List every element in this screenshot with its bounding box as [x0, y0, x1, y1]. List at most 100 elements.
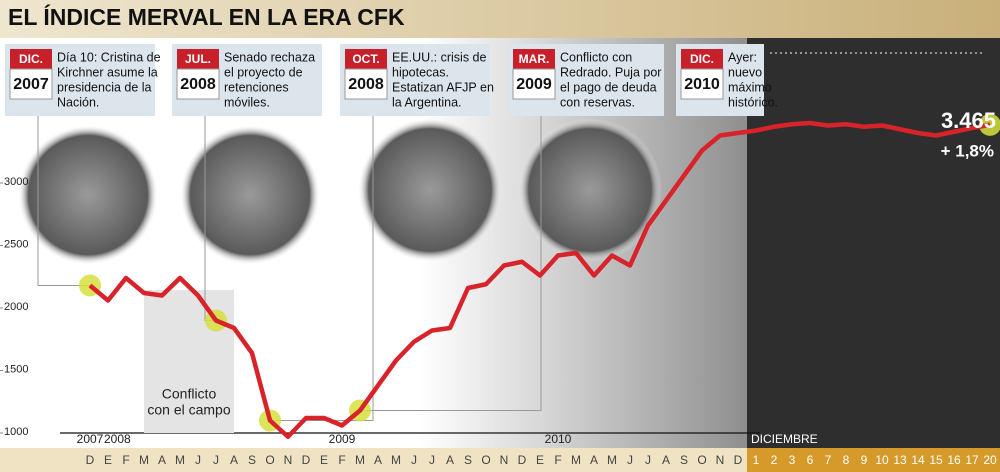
change-label: + 1,8% — [941, 141, 994, 160]
x-tick-label: F — [554, 453, 561, 467]
y-tick-label: 2000 — [4, 301, 28, 313]
calendar-top — [513, 49, 555, 69]
x-tick-label: 20 — [983, 453, 997, 467]
shaded-note: con el campo — [147, 402, 230, 418]
x-tick-label: A — [590, 453, 598, 467]
shaded-note: Conflicto — [162, 386, 217, 402]
annotation-text: EE.UU.: crisis de — [392, 50, 487, 64]
annotation-text: nuevo — [728, 65, 762, 79]
calendar-top — [10, 49, 52, 69]
x-tick-label: 16 — [947, 453, 961, 467]
annotation-text: Día 10: Cristina de — [57, 50, 161, 64]
x-tick-label: 3 — [789, 453, 796, 467]
photo — [358, 118, 502, 262]
calendar-month: DIC. — [690, 52, 714, 66]
calendar-top — [345, 49, 387, 69]
year-label: 2009 — [329, 432, 356, 446]
annotation-text: la Argentina. — [392, 95, 462, 109]
annotation-text: con reservas. — [560, 95, 635, 109]
x-tick-label: S — [680, 453, 688, 467]
x-tick-label: N — [500, 453, 509, 467]
year-label: 2007 — [77, 432, 104, 446]
x-tick-label: E — [320, 453, 328, 467]
x-tick-label: S — [464, 453, 472, 467]
x-tick-label: E — [536, 453, 544, 467]
series-line — [88, 120, 991, 439]
x-tick-label: J — [645, 453, 651, 467]
calendar-bottom — [344, 68, 388, 100]
calendar-month: DIC. — [19, 52, 43, 66]
annotation-text: Nación. — [57, 95, 99, 109]
calendar-top — [681, 49, 723, 69]
calendar-bottom — [680, 68, 724, 100]
x-tick-label: M — [139, 453, 149, 467]
calendar-month: MAR. — [519, 52, 550, 66]
value-label: 3.465 — [941, 108, 996, 133]
calendar-month: JUL. — [185, 52, 211, 66]
x-tick-label: 10 — [875, 453, 889, 467]
year-label: DICIEMBRE — [751, 432, 818, 446]
x-tick-label: J — [195, 453, 201, 467]
x-tick-label: E — [104, 453, 112, 467]
annotation-text: Kirchner asume la — [57, 65, 158, 79]
annotation-text: Conflicto con — [560, 50, 632, 64]
x-tick-label: A — [158, 453, 166, 467]
x-tick-label: O — [697, 453, 706, 467]
x-tick-label: J — [429, 453, 435, 467]
x-tick-label: N — [716, 453, 725, 467]
x-tick-label: 1 — [753, 453, 760, 467]
annotation-text: hipotecas. — [392, 65, 449, 79]
calendar-bottom — [9, 68, 53, 100]
x-tick-label: 8 — [843, 453, 850, 467]
x-tick-label: A — [662, 453, 670, 467]
annotation-text: Senado rechaza — [224, 50, 315, 64]
annotation-text: histórico. — [728, 95, 778, 109]
x-tick-label: 15 — [929, 453, 943, 467]
x-tick-label: D — [302, 453, 311, 467]
annotation-text: retenciones — [224, 80, 289, 94]
x-tick-label: D — [734, 453, 743, 467]
photo — [518, 118, 662, 262]
x-tick-label: 17 — [965, 453, 979, 467]
y-tick-label: 1500 — [4, 363, 28, 375]
x-tick-label: M — [571, 453, 581, 467]
calendar-year: 2008 — [348, 76, 384, 93]
x-tick-label: F — [338, 453, 345, 467]
title-bar — [0, 0, 1000, 38]
x-tick-label: M — [391, 453, 401, 467]
y-tick-label: 2500 — [4, 238, 28, 250]
calendar-year: 2007 — [13, 76, 49, 93]
annotation-text: Estatizan AFJP en — [392, 80, 494, 94]
x-tick-label: F — [122, 453, 129, 467]
calendar-year: 2009 — [516, 76, 552, 93]
day-strip — [747, 448, 1000, 472]
x-tick-label: J — [627, 453, 633, 467]
x-tick-label: 9 — [861, 453, 868, 467]
calendar-year: 2008 — [180, 76, 216, 93]
x-tick-label: 2 — [771, 453, 778, 467]
year-label: 2010 — [545, 432, 572, 446]
annotation-text: el proyecto de — [224, 65, 303, 79]
calendar-bottom — [176, 68, 220, 100]
calendar-year: 2010 — [684, 76, 720, 93]
annotation-text: máximo — [728, 80, 772, 94]
calendar-month: OCT. — [352, 52, 379, 66]
x-tick-label: J — [411, 453, 417, 467]
x-tick-label: O — [265, 453, 274, 467]
calendar-top — [177, 49, 219, 69]
calendar-bottom — [512, 68, 556, 100]
x-tick-label: M — [175, 453, 185, 467]
y-tick-label: 3000 — [4, 176, 28, 188]
x-tick-label: O — [481, 453, 490, 467]
connector — [37, 116, 90, 286]
year-label: 2008 — [104, 432, 131, 446]
x-tick-label: M — [607, 453, 617, 467]
annotation-text: Redrado. Puja por — [560, 65, 661, 79]
x-tick-label: 6 — [807, 453, 814, 467]
x-tick-label: 14 — [911, 453, 925, 467]
annotation-text: el pago de deuda — [560, 80, 657, 94]
x-tick-label: A — [446, 453, 454, 467]
x-tick-label: S — [248, 453, 256, 467]
x-tick-label: 7 — [825, 453, 832, 467]
